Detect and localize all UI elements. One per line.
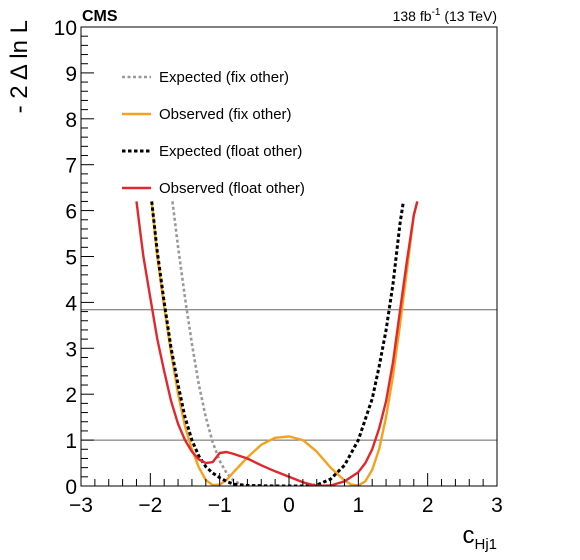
x-axis-label-main: c bbox=[462, 522, 474, 549]
y-tick-label: 2 bbox=[65, 384, 77, 407]
lumi-superscript: -1 bbox=[432, 7, 441, 18]
x-tick-label: −2 bbox=[138, 494, 162, 517]
x-tick-label: −1 bbox=[208, 494, 232, 517]
x-tick-label: 0 bbox=[283, 494, 295, 517]
y-tick-label: 9 bbox=[65, 63, 77, 86]
axis-ticks bbox=[80, 26, 498, 487]
y-axis-label: - 2 Δ ln L bbox=[6, 20, 33, 113]
x-axis-label-sub: Hj1 bbox=[474, 536, 497, 553]
y-tick-label: 4 bbox=[65, 292, 77, 315]
legend-label: Expected (fix other) bbox=[159, 69, 289, 86]
y-tick-label: 8 bbox=[65, 109, 77, 132]
y-tick-label: 3 bbox=[65, 338, 77, 361]
series-line bbox=[171, 201, 262, 486]
x-tick-label: −3 bbox=[69, 494, 93, 517]
y-tick-label: 0 bbox=[65, 476, 77, 499]
lumi-energy: (13 TeV) bbox=[440, 8, 497, 24]
y-tick-label: 6 bbox=[65, 201, 77, 224]
legend-label: Expected (float other) bbox=[159, 143, 302, 160]
legend-label: Observed (fix other) bbox=[159, 106, 292, 123]
y-tick-label: 7 bbox=[65, 155, 77, 178]
series-line bbox=[150, 201, 419, 486]
reference-lines bbox=[81, 309, 497, 441]
y-tick-label: 1 bbox=[65, 430, 77, 453]
legend: Expected (fix other) Observed (fix other)… bbox=[122, 69, 305, 197]
series-line bbox=[135, 201, 419, 486]
x-axis-label: cHj1 bbox=[462, 522, 497, 553]
x-tick-label: 2 bbox=[422, 494, 434, 517]
lumi-value: 138 fb bbox=[393, 8, 432, 24]
experiment-label: CMS bbox=[82, 8, 118, 25]
tick-labels: −3 −2 −1 0 1 2 3 0 1 2 3 4 5 6 7 8 9 10 bbox=[54, 17, 503, 517]
x-tick-label: 1 bbox=[352, 494, 364, 517]
lumi-label: 138 fb-1 (13 TeV) bbox=[393, 7, 497, 24]
y-tick-label: 5 bbox=[65, 247, 77, 270]
legend-label: Observed (float other) bbox=[159, 180, 305, 197]
x-tick-label: 3 bbox=[491, 494, 503, 517]
y-tick-label: 10 bbox=[54, 17, 77, 40]
